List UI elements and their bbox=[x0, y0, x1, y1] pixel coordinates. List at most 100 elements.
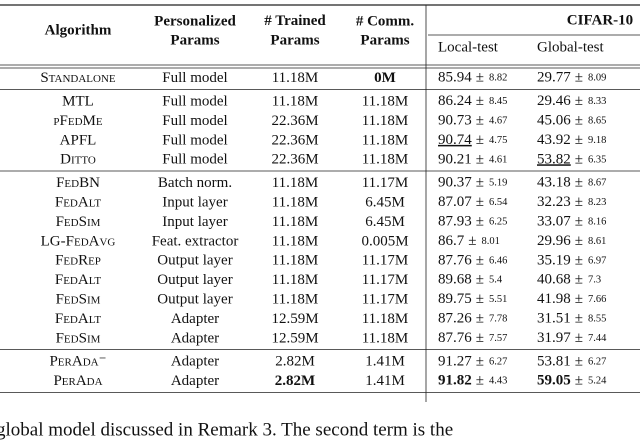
std: 5.51 bbox=[489, 295, 507, 306]
mean: 87.93 bbox=[438, 214, 472, 230]
std: 9.18 bbox=[588, 135, 606, 146]
mean: 31.97 bbox=[537, 330, 571, 346]
plus-minus: ± bbox=[575, 233, 583, 249]
mean: 87.76 bbox=[438, 253, 472, 269]
personalized-params: Full model bbox=[162, 152, 227, 168]
plus-minus: ± bbox=[575, 253, 583, 269]
plus-minus: ± bbox=[575, 214, 583, 230]
std: 8.82 bbox=[489, 73, 507, 84]
local-result: 87.76 ±6.46 bbox=[438, 253, 507, 269]
std: 8.45 bbox=[489, 97, 507, 108]
local-result: 86.7 ±8.01 bbox=[438, 233, 500, 249]
comm-params: 11.18M bbox=[362, 113, 409, 129]
mean: 43.92 bbox=[537, 132, 571, 148]
comm-params: 1.41M bbox=[365, 354, 405, 370]
trained-params: 11.18M bbox=[272, 94, 319, 110]
mean: 53.82 bbox=[537, 152, 571, 168]
global-result: 43.92 ±9.18 bbox=[537, 132, 606, 148]
std: 5.24 bbox=[588, 376, 607, 387]
trained-params: 22.36M bbox=[271, 132, 318, 148]
mean: 43.18 bbox=[537, 175, 571, 191]
plus-minus: ± bbox=[575, 330, 583, 346]
plus-minus: ± bbox=[476, 253, 484, 269]
header-trained: # Trained bbox=[264, 13, 326, 29]
plus-minus: ± bbox=[575, 195, 583, 211]
plus-minus: ± bbox=[476, 272, 484, 288]
mean: 90.37 bbox=[438, 175, 472, 191]
plus-minus: ± bbox=[575, 311, 583, 327]
comm-params: 11.18M bbox=[362, 330, 409, 346]
algorithm-name: FedAlt bbox=[55, 272, 102, 288]
header-algorithm: Algorithm bbox=[45, 22, 112, 38]
plus-minus: ± bbox=[575, 152, 583, 168]
personalized-params: Input layer bbox=[162, 214, 227, 230]
trained-params: 22.36M bbox=[271, 152, 318, 168]
mean: 29.46 bbox=[537, 94, 571, 110]
local-result: 85.94 ±8.82 bbox=[438, 70, 507, 86]
plus-minus: ± bbox=[575, 292, 583, 308]
personalized-params: Adapter bbox=[171, 311, 219, 327]
mean: 90.74 bbox=[438, 132, 472, 148]
std: 8.65 bbox=[588, 116, 606, 127]
plus-minus: ± bbox=[575, 94, 583, 110]
trained-params: 12.59M bbox=[271, 330, 318, 346]
algorithm-name: FedRep bbox=[55, 253, 101, 269]
algorithm-name: FedBN bbox=[56, 175, 100, 191]
plus-minus: ± bbox=[575, 354, 583, 370]
std: 6.54 bbox=[489, 198, 508, 209]
global-result: 53.81 ±6.27 bbox=[537, 354, 606, 370]
local-result: 90.73 ±4.67 bbox=[438, 113, 507, 129]
std: 4.43 bbox=[489, 376, 507, 387]
mean: 32.23 bbox=[537, 195, 571, 211]
plus-minus: ± bbox=[476, 330, 484, 346]
std: 7.57 bbox=[489, 333, 507, 344]
std: 6.27 bbox=[588, 357, 606, 368]
std: 6.27 bbox=[489, 357, 507, 368]
mean: 87.07 bbox=[438, 195, 472, 211]
local-result: 87.93 ±6.25 bbox=[438, 214, 507, 230]
header-trained-line: # Trained bbox=[264, 13, 326, 29]
algorithm-name: PerAda bbox=[53, 373, 102, 389]
algorithm-name: FedAlt bbox=[55, 195, 102, 211]
algorithm-name: FedAlt bbox=[55, 311, 102, 327]
plus-minus: ± bbox=[575, 373, 583, 389]
local-result: 89.68 ±5.4 bbox=[438, 272, 503, 288]
mean: 86.24 bbox=[438, 94, 472, 110]
trained-params: 11.18M bbox=[272, 70, 319, 86]
local-result: 90.74 ±4.75 bbox=[438, 132, 507, 148]
std: 8.01 bbox=[481, 236, 499, 247]
local-result: 86.24 ±8.45 bbox=[438, 94, 507, 110]
std: 7.66 bbox=[588, 295, 606, 306]
header-global: Global-test bbox=[537, 39, 604, 55]
local-result: 89.75 ±5.51 bbox=[438, 292, 507, 308]
comm-params: 6.45M bbox=[365, 214, 405, 230]
plus-minus: ± bbox=[476, 354, 484, 370]
std: 6.25 bbox=[489, 217, 507, 228]
algorithm-name: pFedMe bbox=[53, 113, 102, 129]
global-result: 29.77 ±8.09 bbox=[537, 70, 606, 86]
mean: 90.21 bbox=[438, 152, 472, 168]
trained-params: 2.82M bbox=[275, 373, 315, 389]
mean: 91.27 bbox=[438, 354, 472, 370]
mean: 35.19 bbox=[537, 253, 571, 269]
mean: 29.96 bbox=[537, 233, 571, 249]
local-result: 87.76 ±7.57 bbox=[438, 330, 507, 346]
plus-minus: ± bbox=[476, 214, 484, 230]
mean: 89.75 bbox=[438, 292, 472, 308]
comm-params: 0M bbox=[374, 70, 396, 86]
std: 8.33 bbox=[588, 97, 606, 108]
global-result: 29.96 ±8.61 bbox=[537, 233, 606, 249]
header-local: Local-test bbox=[438, 39, 499, 55]
local-result: 87.07 ±6.54 bbox=[438, 195, 508, 211]
mean: 53.81 bbox=[537, 354, 571, 370]
algorithm-name: Standalone bbox=[40, 70, 116, 86]
std: 4.67 bbox=[489, 116, 507, 127]
global-result: 35.19 ±6.97 bbox=[537, 253, 606, 269]
plus-minus: ± bbox=[575, 175, 583, 191]
global-result: 45.06 ±8.65 bbox=[537, 113, 606, 129]
std: 6.35 bbox=[588, 155, 606, 166]
trained-params: 11.18M bbox=[272, 195, 319, 211]
trained-params: 11.18M bbox=[272, 175, 319, 191]
header-personalized: Personalized bbox=[154, 13, 236, 29]
